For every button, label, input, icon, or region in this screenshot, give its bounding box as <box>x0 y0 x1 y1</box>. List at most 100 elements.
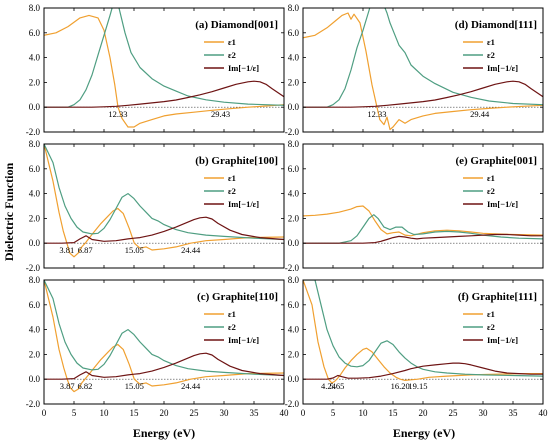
y-tick-label: -2.0 <box>285 127 300 137</box>
panel-1: -2.0 0.0 2.0 4.0 6.0 8.0 (a) Diamond[001] ε1 ε2 I… <box>26 3 285 137</box>
y-tick-label: 6.0 <box>288 28 300 38</box>
y-tick-label: 6.0 <box>288 164 300 174</box>
energy-annotation: 15.05 <box>125 381 144 391</box>
y-tick-label: 6.0 <box>29 300 41 310</box>
energy-annotation: 5.65 <box>329 381 344 391</box>
legend-label: Im[−1/ε] <box>228 63 259 73</box>
energy-annotation: 24.44 <box>181 381 201 391</box>
legend-label: Im[−1/ε] <box>487 335 518 345</box>
energy-annotation: 4.24 <box>321 381 337 391</box>
y-tick-label: 4.0 <box>29 53 41 63</box>
x-tick-label: 5 <box>72 408 77 418</box>
y-tick-label: -2.0 <box>26 127 41 137</box>
series-line-eps1 <box>44 144 284 258</box>
legend-label: ε1 <box>487 173 495 183</box>
legend-label: ε1 <box>228 37 236 47</box>
x-tick-label: 0 <box>42 408 47 418</box>
x-tick-label: 40 <box>280 408 290 418</box>
x-tick-label: 30 <box>220 408 230 418</box>
series-line-eps2 <box>303 280 543 377</box>
y-tick-label: 6.0 <box>288 300 300 310</box>
legend-label: ε1 <box>228 173 236 183</box>
legend-label: Im[−1/ε] <box>487 199 518 209</box>
energy-annotation: 3.87 <box>60 381 75 391</box>
y-tick-label: 4.0 <box>288 189 300 199</box>
series-line-eps2 <box>303 214 543 244</box>
legend-label: ε2 <box>487 186 495 196</box>
legend-label: ε2 <box>228 186 236 196</box>
y-tick-label: 0.0 <box>29 374 41 384</box>
y-tick-label: 2.0 <box>29 77 41 87</box>
series-line-loss <box>44 80 284 108</box>
x-tick-label: 5 <box>331 408 336 418</box>
panel-4: -2.0 0.0 2.0 4.0 6.0 8.0 (e) Graphite[001] ε1 ε2… <box>285 139 544 273</box>
y-tick-label: 2.0 <box>29 213 41 223</box>
energy-annotation: 15.05 <box>125 245 144 255</box>
y-tick-label: 4.0 <box>288 325 300 335</box>
series-line-loss <box>303 233 543 244</box>
x-tick-label: 10 <box>359 408 369 418</box>
panel-title: (e) Graphite[001] <box>455 155 537 167</box>
energy-annotation: 12.33 <box>367 109 386 119</box>
x-axis-label-right: Energy (eV) <box>393 426 455 440</box>
y-tick-label: 8.0 <box>288 139 300 149</box>
series-line-eps2 <box>44 144 284 241</box>
energy-annotation: 6.87 <box>78 245 93 255</box>
panel-2: -2.0 0.0 2.0 4.0 6.0 8.0 (d) Diamond[111] ε1 ε2 I… <box>285 3 544 137</box>
x-tick-label: 35 <box>250 408 260 418</box>
y-tick-label: 6.0 <box>29 164 41 174</box>
y-tick-label: 8.0 <box>288 3 300 13</box>
y-tick-label: 4.0 <box>29 325 41 335</box>
x-tick-label: 30 <box>479 408 489 418</box>
y-tick-label: 4.0 <box>29 189 41 199</box>
series-line-loss <box>44 352 284 380</box>
x-tick-label: 25 <box>190 408 200 418</box>
y-tick-label: 2.0 <box>288 213 300 223</box>
series-line-eps1 <box>44 280 284 393</box>
y-tick-label: 2.0 <box>288 349 300 359</box>
panel-5: 0 5 10 15 20 25 30 35 40 -2.0 0.0 2.0 4.0 6.0 8.0 (c) G… <box>26 275 289 418</box>
legend-label: ε1 <box>487 37 495 47</box>
y-tick-label: 0.0 <box>288 374 300 384</box>
x-axis-label-left: Energy (eV) <box>133 426 195 440</box>
y-tick-label: 8.0 <box>288 275 300 285</box>
series-line-eps1 <box>303 12 543 131</box>
energy-annotation: 16.20 <box>391 381 410 391</box>
x-tick-label: 40 <box>539 408 549 418</box>
x-tick-label: 20 <box>419 408 429 418</box>
panel-3: -2.0 0.0 2.0 4.0 6.0 8.0 (b) Graphite[100] ε1 ε2… <box>26 139 285 273</box>
series-line-loss <box>44 216 284 244</box>
energy-annotation: 29.44 <box>470 109 490 119</box>
energy-annotation: 6.82 <box>77 381 92 391</box>
y-tick-label: -2.0 <box>26 399 41 409</box>
legend-label: Im[−1/ε] <box>228 199 259 209</box>
y-tick-label: 0.0 <box>288 102 300 112</box>
energy-annotation: 24.44 <box>181 245 201 255</box>
legend-label: ε2 <box>487 322 495 332</box>
series-line-eps1 <box>44 14 284 128</box>
series-line-eps1 <box>303 205 543 237</box>
series-line-eps2 <box>303 8 543 108</box>
series-line-eps2 <box>44 8 284 108</box>
legend-label: Im[−1/ε] <box>228 335 259 345</box>
energy-annotation: 29.43 <box>211 109 230 119</box>
energy-annotation: 3.81 <box>59 245 74 255</box>
x-tick-label: 35 <box>509 408 519 418</box>
y-tick-label: 0.0 <box>288 238 300 248</box>
x-tick-label: 0 <box>301 408 306 418</box>
series-line-eps2 <box>44 280 284 377</box>
x-tick-label: 20 <box>160 408 170 418</box>
legend-label: ε2 <box>228 322 236 332</box>
y-tick-label: 2.0 <box>288 77 300 87</box>
y-tick-label: -2.0 <box>285 399 300 409</box>
series-line-eps1 <box>303 280 543 384</box>
x-tick-label: 15 <box>130 408 140 418</box>
panels-group: -2.0 0.0 2.0 4.0 6.0 8.0 (a) Diamond[001] ε1 ε2 I… <box>26 3 548 418</box>
y-tick-label: -2.0 <box>285 263 300 273</box>
x-tick-label: 15 <box>389 408 399 418</box>
y-tick-label: 0.0 <box>29 102 41 112</box>
panel-6: 0 5 10 15 20 25 30 35 40 -2.0 0.0 2.0 4.0 6.0 8.0 (f) G… <box>285 275 548 418</box>
panel-title: (c) Graphite[110] <box>197 291 278 303</box>
x-tick-label: 25 <box>449 408 459 418</box>
series-line-loss <box>303 362 543 380</box>
